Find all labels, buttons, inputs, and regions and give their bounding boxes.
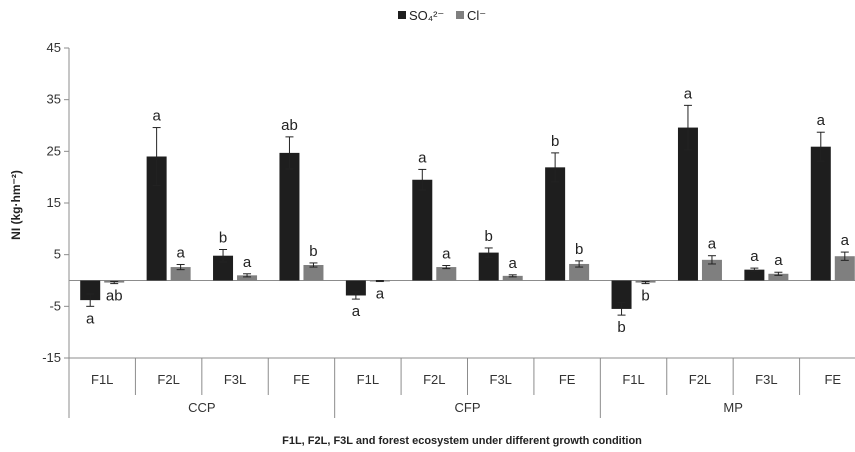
data-label: a xyxy=(708,236,717,253)
data-label: b xyxy=(617,319,625,336)
bar xyxy=(170,267,191,281)
x-tick-label: F3L xyxy=(224,372,246,387)
bar xyxy=(768,273,789,281)
data-label: a xyxy=(442,246,451,263)
bars xyxy=(80,104,855,316)
x-tick-label: F3L xyxy=(490,372,512,387)
bar xyxy=(146,156,167,281)
x-axis-label: F1L, F2L, F3L and forest ecosystem under… xyxy=(282,435,642,447)
x-tick-label: F3L xyxy=(755,372,777,387)
x-tick-label: F2L xyxy=(423,372,445,387)
data-label: a xyxy=(817,112,826,129)
y-tick-label: 5 xyxy=(54,247,61,262)
data-label: a xyxy=(750,248,759,265)
bar xyxy=(569,263,590,281)
data-label: a xyxy=(684,85,693,102)
bar xyxy=(810,146,831,281)
y-tick-label: 25 xyxy=(47,143,61,158)
data-label: b xyxy=(309,243,317,260)
y-tick-label: -5 xyxy=(49,298,61,313)
data-label: ab xyxy=(106,288,123,305)
data-label: a xyxy=(176,244,185,261)
data-label: b xyxy=(551,133,559,150)
x-tick-label: FE xyxy=(824,372,841,387)
bar xyxy=(303,265,324,281)
x-tick-label: F2L xyxy=(689,372,711,387)
y-tick-label: -15 xyxy=(42,350,61,365)
bar xyxy=(478,252,499,281)
bar xyxy=(677,127,698,281)
data-label: b xyxy=(641,288,649,305)
x-group-label: CCP xyxy=(188,400,215,415)
bar xyxy=(345,280,366,296)
axes: -15 -5 5 15 25 35 45 F1L F2L F3L FE F1L F2L F3L FE F1L F… xyxy=(42,40,855,418)
legend-entry: SO₄²⁻ xyxy=(409,8,444,23)
data-label: a xyxy=(376,286,385,303)
bar xyxy=(502,275,523,281)
x-tick-label: F1L xyxy=(91,372,113,387)
y-tick-label: 15 xyxy=(47,195,61,210)
bar xyxy=(611,280,632,309)
legend-swatch xyxy=(398,11,406,19)
bar xyxy=(545,167,566,281)
bar xyxy=(834,256,855,281)
data-label: a xyxy=(86,310,95,327)
data-label: a xyxy=(841,232,850,249)
x-tick-label: F1L xyxy=(357,372,379,387)
y-tick-label: 35 xyxy=(47,92,61,107)
legend-entry: Cl⁻ xyxy=(467,8,486,23)
data-label: a xyxy=(418,149,427,166)
data-label: a xyxy=(352,303,361,320)
data-label: ab xyxy=(281,117,298,134)
legend-swatch xyxy=(456,11,464,19)
legend: SO₄²⁻ Cl⁻ xyxy=(398,8,486,23)
bar xyxy=(213,255,234,281)
x-tick-label: FE xyxy=(293,372,310,387)
data-label: a xyxy=(774,252,783,269)
bar xyxy=(237,275,258,281)
x-group-label: MP xyxy=(723,400,743,415)
data-label: b xyxy=(485,228,493,245)
bar xyxy=(412,179,433,281)
bar xyxy=(436,267,457,281)
bar xyxy=(701,259,722,281)
bar xyxy=(744,269,765,281)
data-label: a xyxy=(243,254,252,271)
data-label: a xyxy=(152,108,161,125)
x-tick-label: FE xyxy=(559,372,576,387)
x-tick-label: F1L xyxy=(622,372,644,387)
y-axis-label: NI (kg·hm⁻²) xyxy=(9,170,23,240)
x-tick-label: F2L xyxy=(157,372,179,387)
data-label: b xyxy=(575,241,583,258)
bar xyxy=(279,152,300,281)
data-label: b xyxy=(219,230,227,247)
data-label: a xyxy=(509,255,518,272)
y-tick-label: 45 xyxy=(47,40,61,55)
bar xyxy=(80,280,101,301)
x-group-label: CFP xyxy=(455,400,481,415)
